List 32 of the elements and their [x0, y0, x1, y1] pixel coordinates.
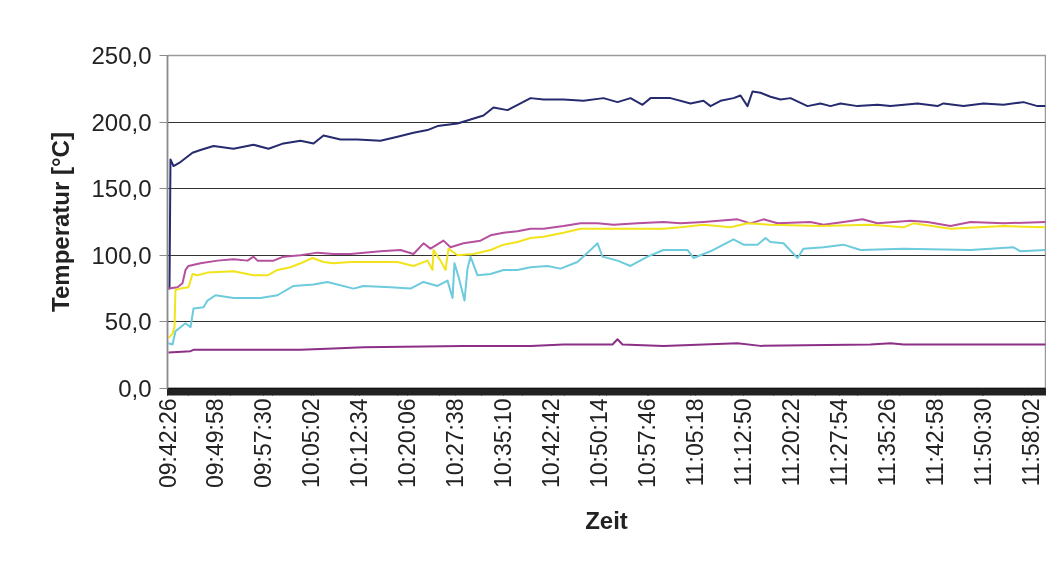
- y-tick-label: 50,0: [104, 308, 152, 336]
- x-tick-label: 11:35:26: [874, 398, 901, 487]
- y-tick-label: 200,0: [91, 108, 152, 136]
- x-tick-label: 11:27:54: [826, 398, 853, 487]
- x-tick-label: 10:50:14: [586, 398, 613, 489]
- x-tick-label: 11:12:50: [730, 398, 757, 487]
- x-tick-label: 10:57:46: [634, 398, 661, 489]
- y-tick-label: 150,0: [91, 175, 152, 203]
- y-tick-label: 250,0: [91, 42, 152, 69]
- x-tick-label: 11:58:02: [1018, 398, 1045, 487]
- line-series: [167, 90, 1046, 290]
- x-tick-label: 10:12:34: [346, 398, 373, 489]
- y-tick-label: 0,0: [118, 375, 152, 402]
- line-series: [167, 218, 1046, 290]
- x-tick-label: 10:42:42: [538, 398, 565, 489]
- x-tick-label: 11:50:30: [970, 398, 997, 487]
- line-series: [167, 338, 1046, 354]
- y-tick-label: 100,0: [91, 241, 152, 269]
- y-axis-title: Temperatur [°C]: [47, 132, 75, 312]
- x-tick-label: 09:57:30: [250, 398, 277, 489]
- x-tick-label: 11:42:58: [922, 398, 949, 487]
- x-tick-label: 09:49:58: [202, 398, 229, 489]
- x-tick-label: 10:27:38: [442, 398, 469, 489]
- x-tick-label: 09:42:26: [154, 398, 181, 489]
- x-tick-label: 10:05:02: [298, 398, 325, 489]
- x-axis-title: Zeit: [585, 507, 628, 535]
- line-series: [167, 222, 1046, 339]
- x-tick-label: 11:05:18: [682, 398, 709, 487]
- x-tick-label: 11:20:22: [778, 398, 805, 487]
- line-series: [167, 236, 1046, 346]
- x-tick-label: 10:20:06: [394, 398, 421, 489]
- x-tick-label: 10:35:10: [490, 398, 517, 489]
